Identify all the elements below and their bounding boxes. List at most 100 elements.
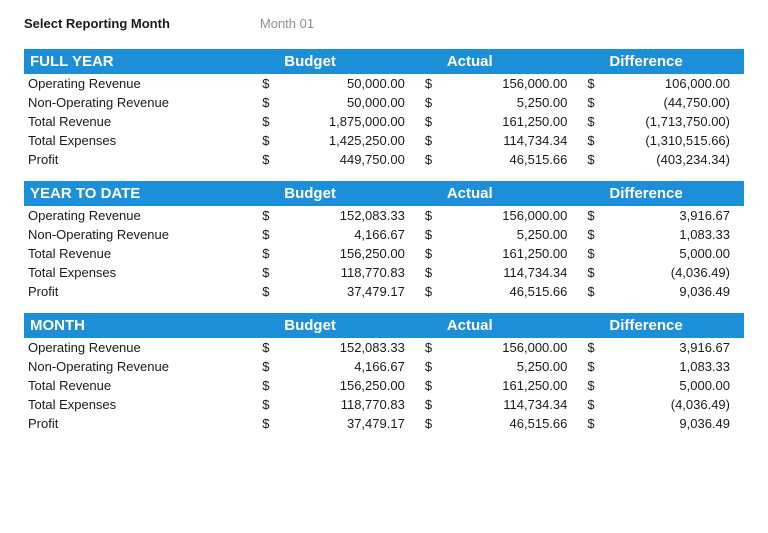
actual-value: 5,250.00: [441, 93, 582, 112]
difference-value: 5,000.00: [603, 244, 744, 263]
currency-symbol: $: [256, 395, 278, 414]
reporting-month-label: Select Reporting Month: [24, 16, 170, 31]
currency-symbol: $: [256, 376, 278, 395]
table-row: Total Revenue$156,250.00$161,250.00$5,00…: [24, 376, 744, 395]
actual-value: 161,250.00: [441, 376, 582, 395]
section-title: YEAR TO DATE: [24, 181, 256, 206]
actual-value: 46,515.66: [441, 414, 582, 433]
column-header-budget: Budget: [278, 313, 419, 338]
difference-value: (403,234.34): [603, 150, 744, 169]
row-label: Non-Operating Revenue: [24, 93, 256, 112]
column-header-spacer: [256, 313, 278, 338]
column-header-budget: Budget: [278, 181, 419, 206]
currency-symbol: $: [419, 93, 441, 112]
actual-value: 5,250.00: [441, 225, 582, 244]
currency-symbol: $: [419, 206, 441, 225]
currency-symbol: $: [581, 357, 603, 376]
currency-symbol: $: [581, 206, 603, 225]
currency-symbol: $: [581, 225, 603, 244]
row-label: Profit: [24, 282, 256, 301]
difference-value: 3,916.67: [603, 206, 744, 225]
currency-symbol: $: [581, 150, 603, 169]
currency-symbol: $: [419, 282, 441, 301]
currency-symbol: $: [419, 357, 441, 376]
budget-value: 50,000.00: [278, 93, 419, 112]
table-row: Profit$37,479.17$46,515.66$9,036.49: [24, 414, 744, 433]
table-row: Non-Operating Revenue$4,166.67$5,250.00$…: [24, 225, 744, 244]
column-header-spacer: [419, 49, 441, 74]
difference-value: 9,036.49: [603, 414, 744, 433]
actual-value: 114,734.34: [441, 395, 582, 414]
table-row: Profit$449,750.00$46,515.66$(403,234.34): [24, 150, 744, 169]
row-label: Total Expenses: [24, 395, 256, 414]
reporting-month-value: Month 01: [260, 16, 314, 31]
budget-value: 156,250.00: [278, 244, 419, 263]
currency-symbol: $: [419, 338, 441, 357]
actual-value: 161,250.00: [441, 112, 582, 131]
currency-symbol: $: [256, 414, 278, 433]
difference-value: (1,310,515.66): [603, 131, 744, 150]
currency-symbol: $: [581, 282, 603, 301]
difference-value: 3,916.67: [603, 338, 744, 357]
row-label: Non-Operating Revenue: [24, 225, 256, 244]
table-row: Total Revenue$156,250.00$161,250.00$5,00…: [24, 244, 744, 263]
difference-value: 9,036.49: [603, 282, 744, 301]
table-row: Non-Operating Revenue$4,166.67$5,250.00$…: [24, 357, 744, 376]
column-header-budget: Budget: [278, 49, 419, 74]
budget-value: 4,166.67: [278, 357, 419, 376]
row-label: Operating Revenue: [24, 206, 256, 225]
table-row: Total Expenses$118,770.83$114,734.34$(4,…: [24, 395, 744, 414]
column-header-difference: Difference: [603, 313, 744, 338]
currency-symbol: $: [256, 225, 278, 244]
column-header-spacer: [419, 181, 441, 206]
table-row: Total Expenses$1,425,250.00$114,734.34$(…: [24, 131, 744, 150]
difference-value: (1,713,750.00): [603, 112, 744, 131]
currency-symbol: $: [419, 414, 441, 433]
currency-symbol: $: [419, 244, 441, 263]
column-header-spacer: [256, 49, 278, 74]
budget-value: 37,479.17: [278, 282, 419, 301]
difference-value: (4,036.49): [603, 263, 744, 282]
financial-sections: FULL YEARBudgetActualDifferenceOperating…: [24, 49, 744, 433]
row-label: Profit: [24, 414, 256, 433]
actual-value: 114,734.34: [441, 131, 582, 150]
column-header-spacer: [581, 181, 603, 206]
table-row: Total Revenue$1,875,000.00$161,250.00$(1…: [24, 112, 744, 131]
currency-symbol: $: [419, 225, 441, 244]
currency-symbol: $: [256, 112, 278, 131]
budget-value: 118,770.83: [278, 263, 419, 282]
row-label: Total Revenue: [24, 112, 256, 131]
currency-symbol: $: [581, 74, 603, 93]
budget-value: 152,083.33: [278, 338, 419, 357]
currency-symbol: $: [256, 282, 278, 301]
difference-value: (4,036.49): [603, 395, 744, 414]
actual-value: 156,000.00: [441, 206, 582, 225]
currency-symbol: $: [581, 131, 603, 150]
currency-symbol: $: [419, 131, 441, 150]
actual-value: 156,000.00: [441, 338, 582, 357]
currency-symbol: $: [256, 93, 278, 112]
row-label: Operating Revenue: [24, 338, 256, 357]
currency-symbol: $: [256, 263, 278, 282]
actual-value: 46,515.66: [441, 150, 582, 169]
actual-value: 5,250.00: [441, 357, 582, 376]
reporting-month-selector[interactable]: Select Reporting Month Month 01: [24, 16, 744, 31]
table-row: Operating Revenue$152,083.33$156,000.00$…: [24, 338, 744, 357]
column-header-actual: Actual: [441, 181, 582, 206]
section-year-to-date: YEAR TO DATEBudgetActualDifferenceOperat…: [24, 181, 744, 301]
budget-value: 50,000.00: [278, 74, 419, 93]
column-header-actual: Actual: [441, 313, 582, 338]
budget-value: 156,250.00: [278, 376, 419, 395]
column-header-difference: Difference: [603, 49, 744, 74]
currency-symbol: $: [256, 131, 278, 150]
column-header-spacer: [581, 313, 603, 338]
actual-value: 161,250.00: [441, 244, 582, 263]
row-label: Non-Operating Revenue: [24, 357, 256, 376]
currency-symbol: $: [256, 206, 278, 225]
section-month: MONTHBudgetActualDifferenceOperating Rev…: [24, 313, 744, 433]
difference-value: 5,000.00: [603, 376, 744, 395]
budget-value: 152,083.33: [278, 206, 419, 225]
table-row: Operating Revenue$50,000.00$156,000.00$1…: [24, 74, 744, 93]
currency-symbol: $: [581, 244, 603, 263]
currency-symbol: $: [581, 338, 603, 357]
